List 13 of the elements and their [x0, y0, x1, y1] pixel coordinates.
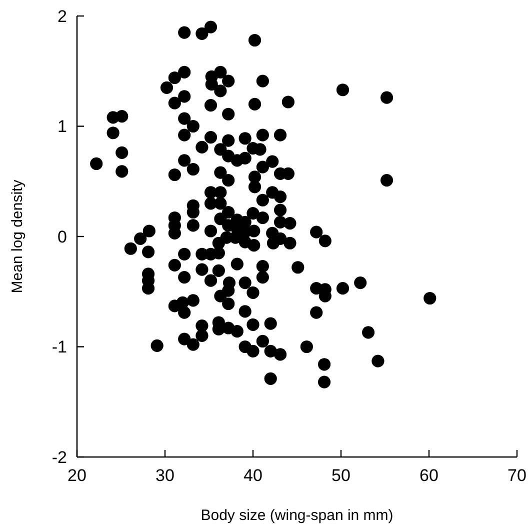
y-tick-label: 0 — [58, 227, 67, 246]
x-tick-label: 70 — [508, 466, 526, 485]
x-tick-label: 30 — [156, 466, 174, 485]
x-tick-label: 50 — [332, 466, 350, 485]
y-tick-label: -1 — [52, 338, 67, 357]
y-tick-label: 2 — [58, 6, 67, 26]
x-tick-label: 60 — [420, 466, 438, 485]
x-tick-label: 40 — [244, 466, 262, 485]
x-tick-label: 20 — [68, 466, 86, 485]
y-tick-label: 1 — [58, 117, 67, 136]
y-axis-title: Mean log density — [9, 179, 26, 294]
y-tick-label: -2 — [52, 448, 67, 467]
x-axis-title: Body size (wing-span in mm) — [200, 507, 394, 524]
